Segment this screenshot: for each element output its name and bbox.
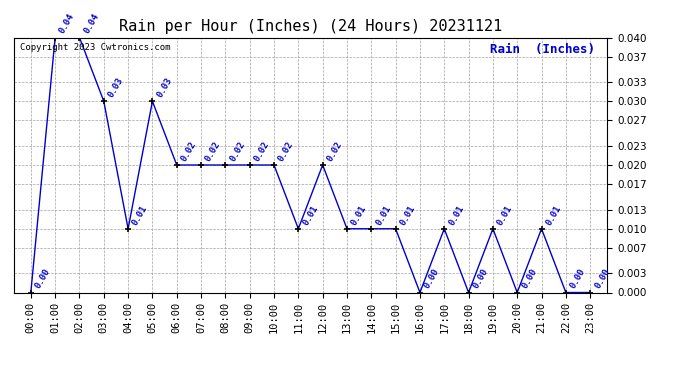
Text: 0.01: 0.01 bbox=[374, 204, 393, 226]
Text: 0.02: 0.02 bbox=[228, 140, 247, 163]
Text: 0.01: 0.01 bbox=[495, 204, 514, 226]
Text: 0.00: 0.00 bbox=[520, 267, 538, 290]
Text: 0.00: 0.00 bbox=[34, 267, 52, 290]
Text: 0.02: 0.02 bbox=[277, 140, 295, 163]
Text: 0.02: 0.02 bbox=[204, 140, 222, 163]
Text: 0.04: 0.04 bbox=[58, 12, 77, 35]
Text: Copyright 2023 Cwtronics.com: Copyright 2023 Cwtronics.com bbox=[20, 43, 170, 52]
Text: 0.01: 0.01 bbox=[301, 204, 319, 226]
Title: Rain per Hour (Inches) (24 Hours) 20231121: Rain per Hour (Inches) (24 Hours) 202311… bbox=[119, 18, 502, 33]
Text: 0.01: 0.01 bbox=[398, 204, 417, 226]
Text: 0.00: 0.00 bbox=[471, 267, 490, 290]
Text: 0.03: 0.03 bbox=[106, 76, 125, 99]
Text: 0.02: 0.02 bbox=[179, 140, 198, 163]
Text: 0.02: 0.02 bbox=[326, 140, 344, 163]
Text: 0.03: 0.03 bbox=[155, 76, 174, 99]
Text: 0.01: 0.01 bbox=[350, 204, 368, 226]
Text: 0.01: 0.01 bbox=[131, 204, 150, 226]
Text: 0.00: 0.00 bbox=[423, 267, 442, 290]
Text: 0.00: 0.00 bbox=[593, 267, 611, 290]
Text: Rain  (Inches): Rain (Inches) bbox=[491, 43, 595, 56]
Text: 0.01: 0.01 bbox=[447, 204, 466, 226]
Text: 0.04: 0.04 bbox=[82, 12, 101, 35]
Text: 0.02: 0.02 bbox=[253, 140, 271, 163]
Text: 0.00: 0.00 bbox=[569, 267, 587, 290]
Text: 0.01: 0.01 bbox=[544, 204, 563, 226]
